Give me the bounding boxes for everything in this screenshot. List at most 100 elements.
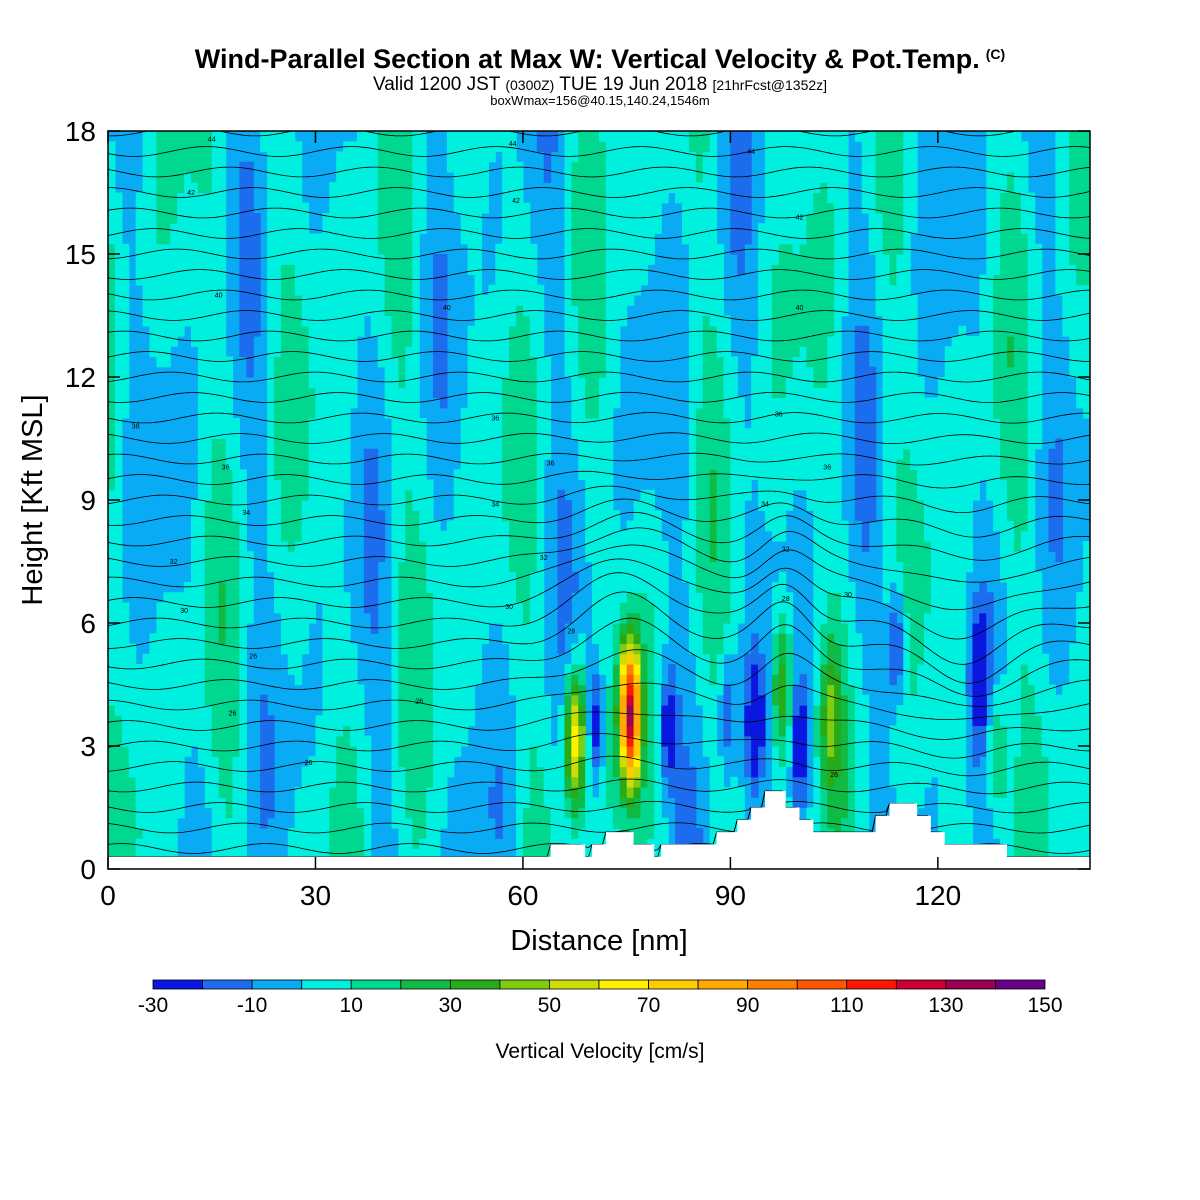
velocity-cell [723,418,731,429]
velocity-cell [253,243,261,255]
velocity-cell [509,479,517,491]
velocity-cell [522,264,531,276]
velocity-cell [460,151,469,163]
velocity-cell [329,223,337,235]
velocity-cell [640,674,649,686]
velocity-cell [426,725,434,737]
velocity-cell [177,151,185,163]
velocity-cell [467,336,476,347]
velocity-cell [211,541,220,552]
velocity-cell [246,264,254,276]
velocity-cell [419,674,427,686]
velocity-cell [516,182,524,194]
velocity-cell [108,315,116,327]
velocity-cell [536,582,545,593]
velocity-cell [571,684,579,696]
velocity-cell [585,746,593,757]
velocity-cell [294,541,303,552]
velocity-cell [128,674,137,686]
velocity-cell [336,746,344,757]
velocity-cell [446,141,455,153]
velocity-cell [142,305,151,317]
velocity-cell [336,694,344,706]
velocity-cell [654,828,662,839]
velocity-cell [329,418,337,429]
velocity-cell [529,715,538,727]
velocity-cell [322,602,330,614]
velocity-cell [751,776,759,788]
velocity-cell [695,377,704,388]
velocity-cell [550,828,559,839]
velocity-cell [246,582,254,593]
velocity-cell [384,377,393,388]
velocity-cell [778,254,787,265]
velocity-cell [370,623,379,634]
velocity-cell [516,674,524,686]
velocity-cell [322,233,330,245]
velocity-cell [412,407,420,419]
velocity-cell [571,418,579,429]
velocity-cell [516,551,524,563]
velocity-cell [516,684,524,696]
velocity-cell [287,254,296,265]
velocity-cell [661,592,669,604]
velocity-cell [391,653,400,665]
velocity-cell [197,295,206,306]
velocity-cell [239,602,247,614]
velocity-cell [170,602,178,614]
velocity-cell [764,141,773,153]
velocity-cell [771,715,780,727]
velocity-cell [557,705,566,716]
velocity-cell [108,213,116,224]
velocity-cell [322,582,330,593]
velocity-cell [702,725,711,737]
velocity-cell [267,551,275,563]
velocity-cell [737,479,745,491]
velocity-cell [356,735,365,747]
velocity-cell [585,787,593,798]
velocity-cell [764,356,773,368]
velocity-cell [211,817,220,829]
velocity-cell [350,725,358,737]
velocity-cell [163,838,171,850]
velocity-cell [695,643,704,655]
velocity-cell [433,653,441,665]
velocity-cell [211,500,220,511]
velocity-cell [446,746,455,757]
velocity-cell [322,315,330,327]
velocity-cell [633,664,642,675]
velocity-cell [391,387,400,399]
velocity-cell [467,407,476,419]
velocity-cell [232,469,240,481]
velocity-cell [599,776,607,788]
velocity-cell [695,653,704,665]
velocity-cell [426,766,434,778]
velocity-cell [356,213,365,224]
velocity-cell [585,336,593,347]
velocity-cell [384,336,393,347]
velocity-cell [771,346,780,358]
velocity-cell [391,438,400,450]
velocity-cell [585,459,593,470]
velocity-cell [640,520,649,532]
velocity-cell [612,366,621,378]
velocity-cell [370,459,379,470]
velocity-cell [287,602,296,614]
velocity-cell [702,746,711,757]
velocity-cell [405,797,413,809]
velocity-cell [315,407,323,419]
velocity-cell [412,705,420,716]
velocity-cell [398,684,406,696]
velocity-cell [647,766,655,778]
velocity-cell [343,787,351,798]
velocity-cell [661,551,669,563]
velocity-cell [343,592,351,604]
velocity-cell [315,489,323,501]
velocity-cell [343,305,351,317]
velocity-cell [356,787,365,798]
velocity-cell [377,131,386,142]
velocity-cell [640,541,649,552]
velocity-cell [170,746,178,757]
velocity-cell [405,172,413,183]
velocity-cell [564,346,572,358]
